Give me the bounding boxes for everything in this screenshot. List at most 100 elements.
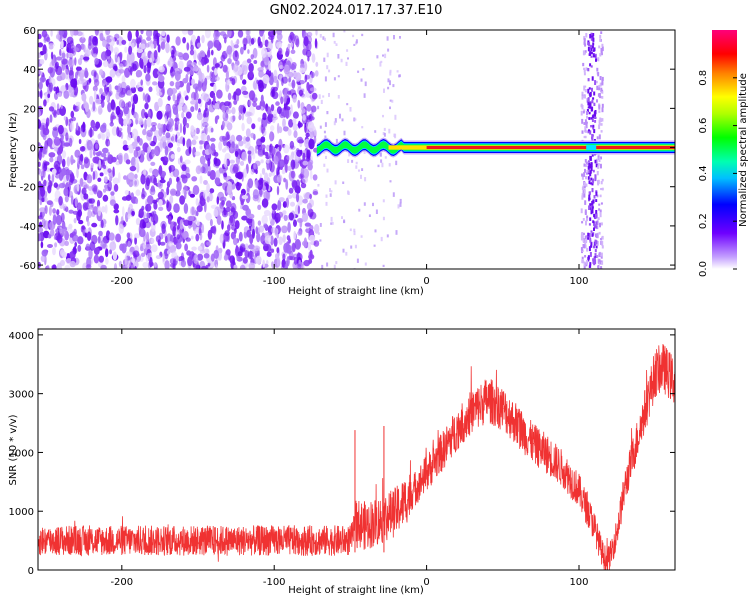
noise-blob [213,157,218,165]
noise-blob [68,69,74,81]
noise-blob [248,99,252,107]
noise-speck [347,57,349,60]
stripe-blob [590,32,593,36]
noise-blob [153,49,158,60]
y-tick-label: -60 [20,261,36,272]
stripe-blob [597,72,600,77]
noise-blob [173,203,180,214]
noise-blob [56,209,60,216]
noise-blob [39,184,45,192]
noise-blob [140,150,145,157]
noise-blob [303,36,309,47]
noise-blob [134,236,138,245]
stripe-blob [583,122,586,125]
stripe-blob [598,123,601,126]
noise-blob [113,47,119,55]
noise-blob [100,219,104,229]
stripe-blob [581,195,584,200]
stripe-blob [593,224,596,228]
noise-blob [252,101,257,108]
stripe-blob [592,97,595,100]
stripe-blob [584,168,586,173]
noise-blob [70,154,74,166]
noise-blob [226,109,232,114]
noise-blob [140,79,143,86]
noise-blob [185,237,191,242]
stripe-blob [597,217,600,220]
noise-speck [382,114,384,118]
noise-blob [136,48,144,54]
noise-blob [216,196,220,205]
snr-point [662,366,664,368]
noise-blob [158,75,165,83]
noise-speck [319,239,322,242]
stripe-blob [586,215,589,220]
noise-blob [147,68,151,74]
noise-speck [394,114,397,120]
noise-blob [48,205,52,216]
stripe-blob [599,82,602,87]
noise-blob [282,210,287,215]
noise-speck [361,33,364,37]
noise-blob [47,244,53,248]
noise-blob [38,161,41,167]
noise-blob [113,263,118,269]
noise-blob [283,65,290,75]
noise-blob [82,121,86,133]
noise-blob [90,162,94,168]
noise-blob [302,160,308,166]
noise-speck [329,193,332,197]
noise-blob [250,54,254,60]
stripe-blob [592,53,595,58]
noise-blob [306,202,312,210]
noise-blob [245,192,251,204]
noise-blob [169,81,175,87]
noise-speck [381,162,384,168]
noise-blob [239,160,245,166]
colorbar-gradient [712,30,737,269]
noise-blob [142,55,149,64]
stripe-blob [584,89,587,93]
noise-blob [92,101,96,112]
y-tick-label: 40 [23,65,36,76]
noise-blob [38,52,42,59]
stripe-blob [582,239,585,243]
noise-speck [345,61,348,66]
noise-blob [190,78,196,86]
noise-blob [100,239,107,249]
stripe-blob [598,124,601,130]
noise-blob [238,104,244,114]
noise-blob [126,52,132,63]
noise-blob [197,81,202,92]
noise-blob [221,220,224,230]
noise-blob [147,146,152,154]
noise-blob [241,195,249,200]
noise-blob [101,99,105,108]
stripe-blob [588,92,591,96]
noise-blob [269,131,273,142]
noise-blob [215,264,218,269]
stripe-blob [590,51,593,55]
noise-blob [167,215,172,225]
noise-blob [306,103,312,112]
noise-blob [254,145,258,154]
noise-blob [296,261,304,269]
noise-blob [121,75,126,84]
stripe-blob [581,193,584,197]
noise-blob [143,65,147,74]
noise-blob [38,109,41,118]
noise-blob [142,243,146,249]
noise-speck [317,232,320,235]
stripe-blob [600,222,603,226]
noise-blob [100,264,107,269]
noise-blob [244,243,249,250]
noise-blob [130,86,137,94]
noise-blob [248,69,254,78]
noise-blob [156,91,163,97]
noise-blob [138,228,146,238]
noise-speck [335,138,338,144]
noise-blob [68,209,74,214]
noise-speck [368,214,371,217]
noise-blob [102,40,106,47]
stripe-blob [588,42,591,47]
